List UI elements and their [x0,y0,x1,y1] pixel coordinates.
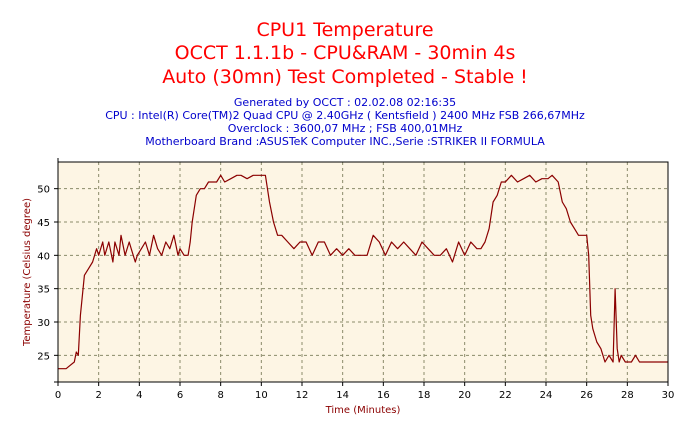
x-tick-label: 28 [621,390,634,401]
plot-area [58,162,668,382]
x-tick-label: 24 [540,390,553,401]
y-tick-label: 25 [37,351,50,362]
y-tick-label: 45 [37,218,50,229]
x-tick-label: 22 [499,390,512,401]
y-tick-label: 40 [37,251,50,262]
x-tick-label: 12 [296,390,309,401]
y-axis-label: Temperature (Celsius degree) [22,198,33,347]
series-line-1 [58,174,668,370]
grid [58,162,668,382]
info-cpu: CPU : Intel(R) Core(TM)2 Quad CPU @ 2.40… [105,109,585,122]
info-overclock: Overclock : 3600,07 MHz ; FSB 400,01MHz [227,122,463,135]
x-tick-label: 18 [418,390,431,401]
y-tick-label: 35 [37,285,50,296]
x-tick-label: 4 [136,390,142,401]
x-tick-label: 26 [580,390,593,401]
axes [54,158,669,386]
chart-subtitle-test: OCCT 1.1.1b - CPU&RAM - 30min 4s [174,42,516,64]
x-tick-label: 0 [55,390,61,401]
y-tick-label: 50 [37,185,50,196]
x-tick-label: 16 [377,390,390,401]
info-motherboard: Motherboard Brand :ASUSTeK Computer INC.… [145,135,545,148]
x-tick-label: 14 [336,390,349,401]
x-tick-label: 2 [95,390,101,401]
x-tick-label: 8 [217,390,223,401]
chart-subtitle-status: Auto (30mn) Test Completed - Stable ! [162,66,528,88]
x-tick-label: 30 [662,390,675,401]
info-generated: Generated by OCCT : 02.02.08 02:16:35 [233,96,457,109]
x-tick-label: 6 [177,390,183,401]
series-layer [58,174,668,370]
x-tick-label: 10 [255,390,268,401]
x-axis-label: Time (Minutes) [325,405,401,416]
x-tick-label: 20 [458,390,471,401]
y-tick-label: 30 [37,318,50,329]
chart-title: CPU1 Temperature [256,19,434,41]
